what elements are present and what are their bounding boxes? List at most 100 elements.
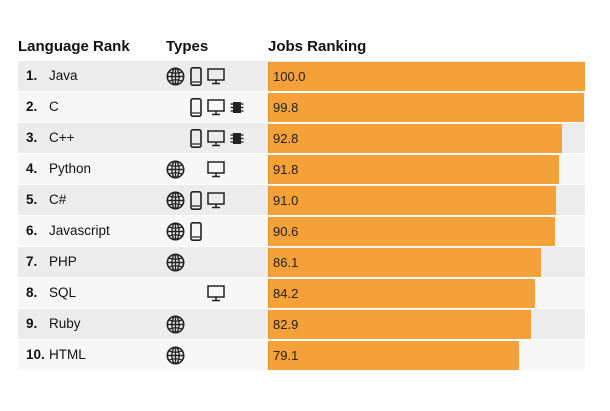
- globe-icon: [166, 222, 185, 241]
- jobs-bar: [268, 279, 535, 308]
- bar-value-label: 82.9: [273, 317, 299, 332]
- mobile-phone-icon: [190, 222, 202, 241]
- mobile-phone-icon: [190, 191, 202, 210]
- row-divider: [18, 370, 585, 371]
- bar-track: 86.1: [268, 248, 585, 277]
- bar-value-label: 99.8: [273, 100, 299, 115]
- language-name: PHP: [49, 254, 77, 269]
- rank-number: 2.: [26, 99, 38, 114]
- header-language-rank: Language Rank: [18, 38, 130, 55]
- language-name: Java: [49, 68, 78, 83]
- rank-number: 9.: [26, 316, 38, 331]
- ranking-table: 1. Java 100.0 2. C 99.8 3. C++ 92.8 4. Python 91.8 5…: [18, 61, 585, 371]
- table-row: 3. C++ 92.8: [18, 123, 585, 154]
- jobs-bar: [268, 124, 563, 153]
- table-row: 5. C# 91.0: [18, 185, 585, 216]
- row-divider: [18, 122, 585, 123]
- language-name: Python: [49, 161, 92, 176]
- row-divider: [18, 184, 585, 185]
- jobs-bar: [268, 93, 585, 122]
- rank-number: 7.: [26, 254, 38, 269]
- rank-number: 8.: [26, 285, 38, 300]
- bar-track: 79.1: [268, 341, 585, 370]
- globe-icon: [166, 315, 185, 334]
- type-icons: [166, 67, 246, 86]
- jobs-bar: [268, 341, 519, 370]
- table-row: 7. PHP 86.1: [18, 247, 585, 278]
- rank-number: 5.: [26, 192, 38, 207]
- rank-number: 10.: [26, 347, 45, 362]
- desktop-monitor-icon: [207, 284, 225, 303]
- type-icons: [166, 222, 246, 241]
- bar-track: 91.8: [268, 155, 585, 184]
- language-name: C: [49, 99, 59, 114]
- type-icons: [166, 253, 246, 272]
- bar-track: 92.8: [268, 124, 585, 153]
- globe-icon: [166, 160, 185, 179]
- language-name: SQL: [49, 285, 77, 300]
- desktop-monitor-icon: [207, 160, 225, 179]
- bar-track: 84.2: [268, 279, 585, 308]
- type-icons: [166, 98, 246, 117]
- jobs-bar: [268, 310, 531, 339]
- row-divider: [18, 246, 585, 247]
- chip-icon: [230, 129, 244, 148]
- desktop-monitor-icon: [207, 191, 225, 210]
- bar-value-label: 84.2: [273, 286, 299, 301]
- table-row: 1. Java 100.0: [18, 61, 585, 92]
- type-icons: [166, 129, 246, 148]
- globe-icon: [166, 346, 185, 365]
- row-divider: [18, 215, 585, 216]
- table-row: 2. C 99.8: [18, 92, 585, 123]
- rank-number: 3.: [26, 130, 38, 145]
- row-divider: [18, 339, 585, 340]
- jobs-bar: [268, 217, 556, 246]
- bar-track: 82.9: [268, 310, 585, 339]
- desktop-monitor-icon: [207, 98, 225, 117]
- header-types: Types: [166, 38, 209, 55]
- rank-number: 4.: [26, 161, 38, 176]
- rank-number: 1.: [26, 68, 38, 83]
- type-icons: [166, 315, 246, 334]
- chip-icon: [230, 98, 244, 117]
- jobs-bar: [268, 186, 557, 215]
- bar-value-label: 92.8: [273, 131, 299, 146]
- desktop-monitor-icon: [207, 129, 225, 148]
- language-name: HTML: [49, 347, 86, 362]
- bar-value-label: 100.0: [273, 69, 306, 84]
- bar-value-label: 91.0: [273, 193, 299, 208]
- globe-icon: [166, 191, 185, 210]
- language-name: Javascript: [49, 223, 110, 238]
- type-icons: [166, 284, 246, 303]
- mobile-phone-icon: [190, 98, 202, 117]
- table-row: 4. Python 91.8: [18, 154, 585, 185]
- globe-icon: [166, 67, 185, 86]
- row-divider: [18, 153, 585, 154]
- bar-track: 100.0: [268, 62, 585, 91]
- bar-value-label: 86.1: [273, 255, 299, 270]
- language-name: C++: [49, 130, 75, 145]
- bar-value-label: 79.1: [273, 348, 299, 363]
- language-name: Ruby: [49, 316, 81, 331]
- mobile-phone-icon: [190, 67, 202, 86]
- table-row: 8. SQL 84.2: [18, 278, 585, 309]
- jobs-bar: [268, 248, 541, 277]
- mobile-phone-icon: [190, 129, 202, 148]
- type-icons: [166, 346, 246, 365]
- jobs-bar: [268, 155, 559, 184]
- bar-track: 99.8: [268, 93, 585, 122]
- language-name: C#: [49, 192, 67, 207]
- table-header: Language Rank Types Jobs Ranking: [0, 38, 610, 58]
- bar-value-label: 91.8: [273, 162, 299, 177]
- bar-track: 91.0: [268, 186, 585, 215]
- bar-track: 90.6: [268, 217, 585, 246]
- row-divider: [18, 277, 585, 278]
- type-icons: [166, 160, 246, 179]
- row-divider: [18, 308, 585, 309]
- row-divider: [18, 91, 585, 92]
- type-icons: [166, 191, 246, 210]
- header-jobs-ranking: Jobs Ranking: [268, 38, 367, 55]
- table-row: 9. Ruby 82.9: [18, 309, 585, 340]
- rank-number: 6.: [26, 223, 38, 238]
- jobs-bar: [268, 62, 585, 91]
